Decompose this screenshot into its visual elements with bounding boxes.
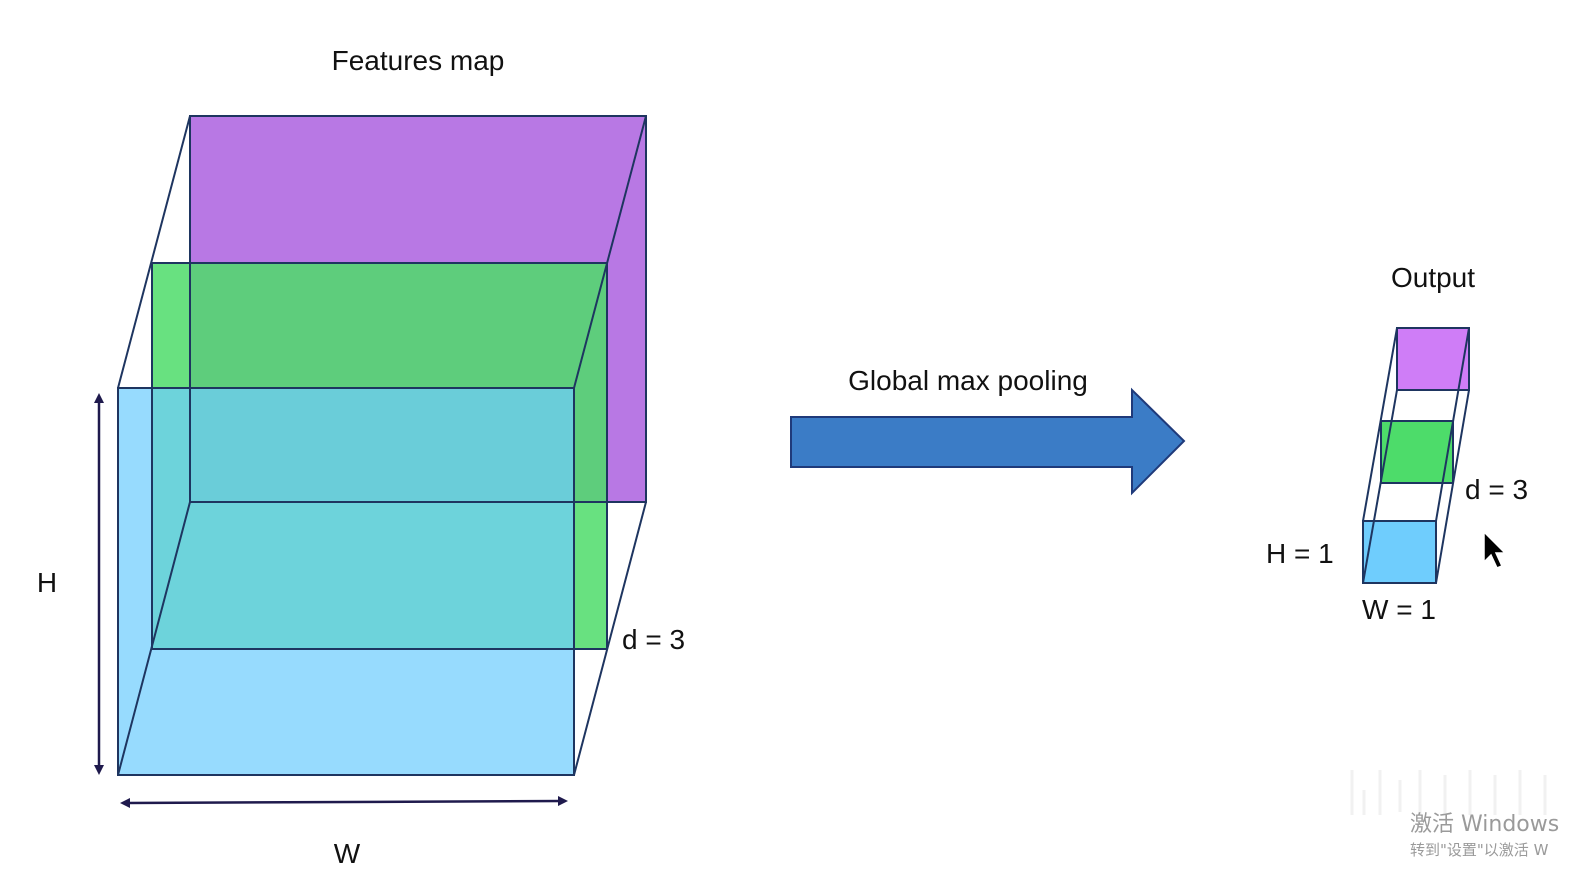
pooling-arrow bbox=[790, 387, 1186, 496]
height-label: H bbox=[37, 567, 57, 598]
output-width-label: W = 1 bbox=[1362, 594, 1436, 625]
features-map-title: Features map bbox=[332, 45, 505, 76]
depth-label: d = 3 bbox=[622, 624, 685, 655]
features-map-box bbox=[117, 115, 647, 776]
activation-watermark-subtitle: 转到"设置"以激活 W bbox=[1410, 841, 1549, 859]
mouse-pointer-icon bbox=[1483, 530, 1507, 569]
watermark-logo bbox=[1350, 770, 1547, 815]
output-cell-green bbox=[1381, 421, 1453, 483]
activation-watermark-title: 激活 Windows bbox=[1410, 812, 1559, 837]
output-height-label: H = 1 bbox=[1266, 538, 1334, 569]
output-cell-purple bbox=[1397, 328, 1469, 390]
width-arrow bbox=[120, 796, 568, 808]
feature-layer-blue bbox=[118, 388, 574, 775]
pooling-label: Global max pooling bbox=[848, 365, 1088, 396]
output-cell-blue bbox=[1363, 521, 1436, 583]
output-box bbox=[1362, 327, 1470, 584]
output-title: Output bbox=[1391, 262, 1475, 293]
box-edges bbox=[117, 115, 647, 776]
output-depth-label: d = 3 bbox=[1465, 474, 1528, 505]
width-label: W bbox=[334, 838, 361, 869]
output-edges bbox=[1362, 327, 1470, 584]
